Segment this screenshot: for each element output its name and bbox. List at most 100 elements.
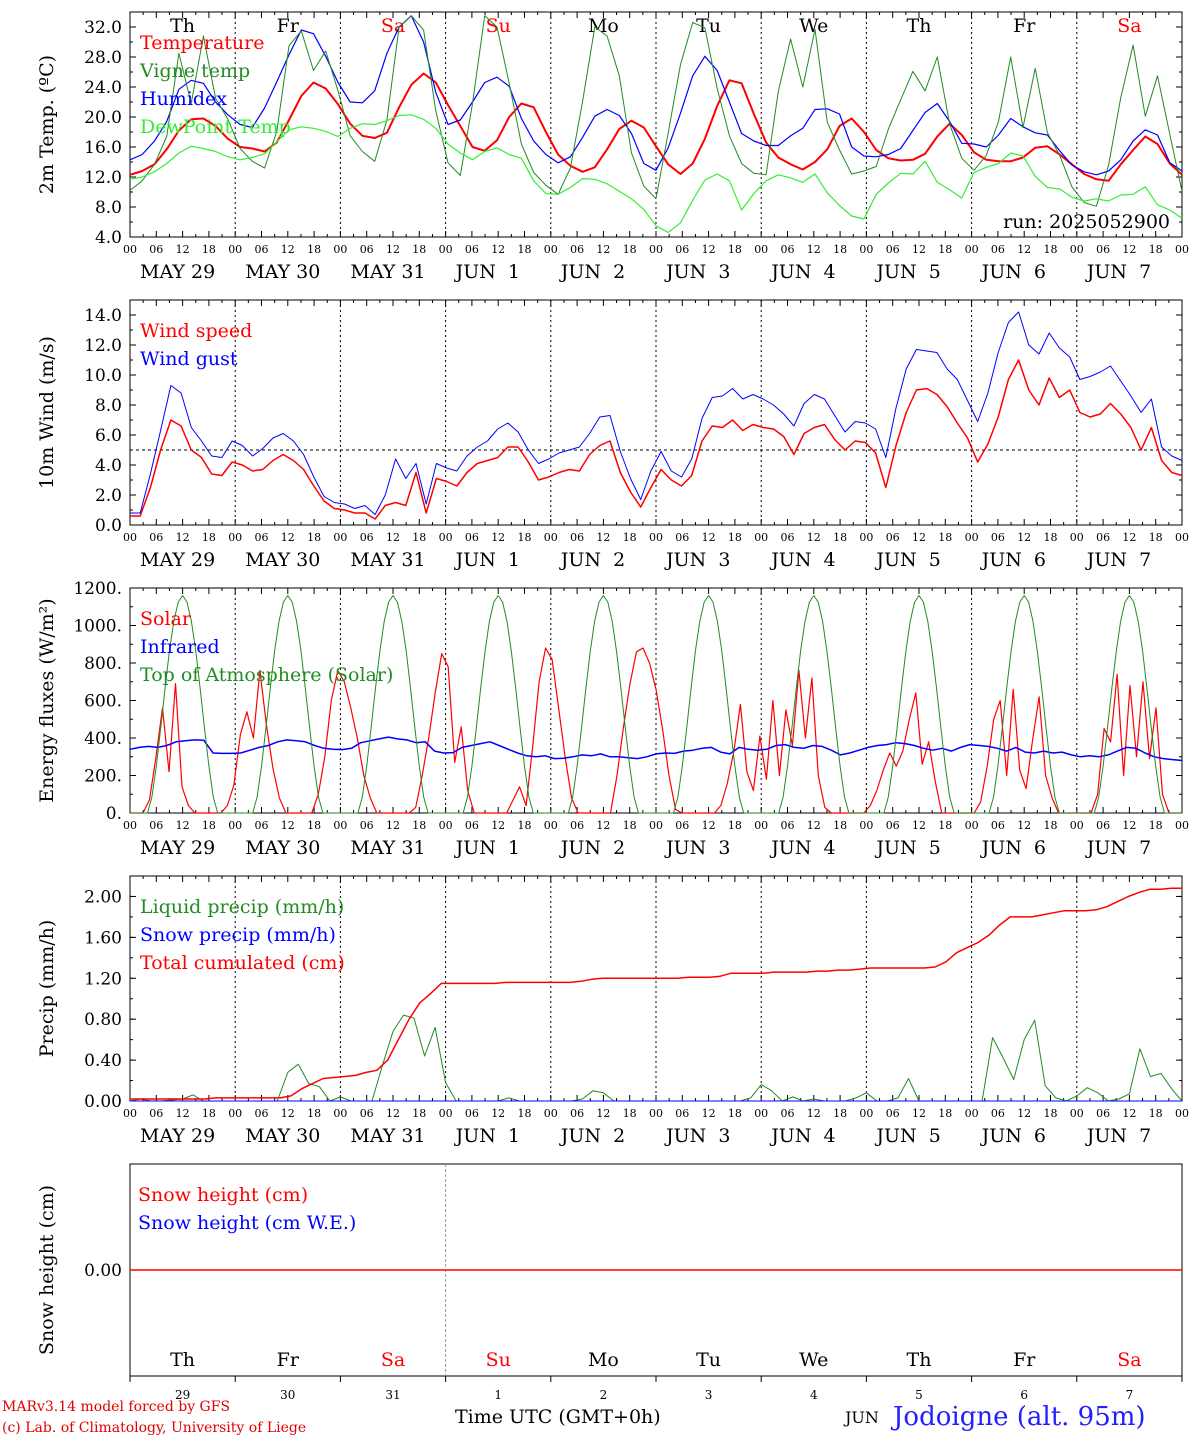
date-label: MAY 29 xyxy=(140,1125,215,1147)
y-tick-label: 16.0 xyxy=(84,138,122,158)
legend-entry: Liquid precip (mm/h) xyxy=(140,896,344,918)
hour-label: 00 xyxy=(649,1107,663,1120)
hour-label: 18 xyxy=(518,531,532,544)
hour-label: 06 xyxy=(675,1107,689,1120)
hour-label: 12 xyxy=(596,1107,610,1120)
y-tick-label: 1200. xyxy=(73,579,122,599)
panel-temp: 00 06 12 18 00 06 12 18 00 06 12 18 00 06 12 18 00 06 12 18… xyxy=(36,11,1189,283)
hour-label: 00 xyxy=(439,531,453,544)
y-tick-label: 12.0 xyxy=(84,336,122,356)
hour-label: 06 xyxy=(149,819,163,832)
hour-label: 12 xyxy=(702,819,716,832)
y-tick-label: 0.80 xyxy=(84,1010,122,1030)
hour-label: 18 xyxy=(202,243,216,256)
panel-snow: 0.00 Snow height (cm) Th Fr Sa Su Mo Tu We Th Fr Sa… xyxy=(36,1163,1183,1400)
y-tick-label: 0.0 xyxy=(95,516,122,536)
hour-label: 06 xyxy=(675,243,689,256)
hour-label: 00 xyxy=(123,243,137,256)
hour-label: 12 xyxy=(596,243,610,256)
legend-entry: Snow height (cm) xyxy=(138,1184,308,1206)
series-line-wind-speed xyxy=(130,359,1183,520)
hour-label: 12 xyxy=(491,243,505,256)
hour-label: 18 xyxy=(833,819,847,832)
hour-label: 18 xyxy=(412,243,426,256)
date-label: JUN 1 xyxy=(454,837,520,859)
series-line-infrared xyxy=(129,736,1183,762)
date-label: MAY 30 xyxy=(245,549,320,571)
series-line-temperature xyxy=(129,72,1183,182)
day-name: Sa xyxy=(1117,1349,1141,1371)
day-name: Fr xyxy=(1013,1349,1036,1371)
hour-label: 00 xyxy=(439,243,453,256)
hour-label: 06 xyxy=(886,531,900,544)
legend-entry: Vigne temp xyxy=(139,60,250,82)
y-tick-label: 32.0 xyxy=(84,18,122,38)
date-label: MAY 30 xyxy=(245,837,320,859)
y-tick-label: 800. xyxy=(84,654,122,674)
hour-label: 06 xyxy=(991,1107,1005,1120)
hour-label: 12 xyxy=(176,1107,190,1120)
hour-label: 00 xyxy=(123,531,137,544)
hour-label: 00 xyxy=(228,1107,242,1120)
hour-label: 06 xyxy=(465,531,479,544)
panel-flux: 00 06 12 18 00 06 12 18 00 06 12 18 00 06 12 18 00 06 12 18… xyxy=(36,579,1189,859)
panel-wind: 00 06 12 18 00 06 12 18 00 06 12 18 00 06 12 18 00 06 12 18… xyxy=(36,299,1189,571)
date-label: MAY 31 xyxy=(350,1125,425,1147)
hour-label: 06 xyxy=(149,531,163,544)
hour-label: 18 xyxy=(623,243,637,256)
hour-label: 00 xyxy=(123,819,137,832)
hour-label: 06 xyxy=(255,243,269,256)
hour-label: 06 xyxy=(570,1107,584,1120)
hour-label: 12 xyxy=(596,531,610,544)
hour-label: 06 xyxy=(1096,243,1110,256)
hour-label: 12 xyxy=(807,819,821,832)
hour-label: 00 xyxy=(544,819,558,832)
date-label: JUN 5 xyxy=(874,549,940,571)
date-label: JUN 2 xyxy=(559,549,625,571)
hour-label: 06 xyxy=(149,1107,163,1120)
date-label: JUN 6 xyxy=(980,1125,1046,1147)
hour-label: 00 xyxy=(228,531,242,544)
day-number: 31 xyxy=(385,1388,400,1400)
y-tick-label: 1.20 xyxy=(84,969,122,989)
legend-entry: Snow height (cm W.E.) xyxy=(138,1212,356,1234)
hour-label: 12 xyxy=(1017,531,1031,544)
hour-label: 18 xyxy=(307,531,321,544)
day-number: 3 xyxy=(705,1388,713,1400)
hour-label: 06 xyxy=(255,819,269,832)
day-name: We xyxy=(799,1349,828,1371)
hour-label: 18 xyxy=(307,243,321,256)
hour-label: 12 xyxy=(1122,243,1136,256)
hour-label: 18 xyxy=(623,1107,637,1120)
hour-label: 18 xyxy=(1149,1107,1163,1120)
y-axis-label: Precip (mm/h) xyxy=(36,920,58,1058)
y-tick-label: 28.0 xyxy=(84,48,122,68)
hour-label: 00 xyxy=(649,819,663,832)
hour-label: 18 xyxy=(1149,819,1163,832)
date-label: JUN 7 xyxy=(1085,1125,1151,1147)
hour-label: 06 xyxy=(570,531,584,544)
hour-label: 12 xyxy=(1017,243,1031,256)
legend-entry: Infrared xyxy=(140,636,220,658)
hour-label: 18 xyxy=(307,1107,321,1120)
date-label: JUN 1 xyxy=(454,261,520,283)
hour-label: 06 xyxy=(675,819,689,832)
day-name: Fr xyxy=(277,15,300,37)
hour-label: 00 xyxy=(1175,243,1189,256)
hour-label: 18 xyxy=(938,819,952,832)
hour-label: 00 xyxy=(859,1107,873,1120)
hour-label: 00 xyxy=(965,819,979,832)
hour-label: 12 xyxy=(702,531,716,544)
hour-label: 18 xyxy=(412,819,426,832)
hour-label: 00 xyxy=(859,819,873,832)
date-label: JUN 3 xyxy=(664,261,730,283)
hour-label: 12 xyxy=(807,243,821,256)
hour-label: 18 xyxy=(623,531,637,544)
hour-label: 00 xyxy=(965,1107,979,1120)
hour-label: 00 xyxy=(1070,531,1084,544)
hour-label: 18 xyxy=(202,1107,216,1120)
day-name: Th xyxy=(170,15,195,37)
hour-label: 06 xyxy=(570,243,584,256)
hour-label: 00 xyxy=(123,1107,137,1120)
model-credit: MARv3.14 model forced by GFS xyxy=(2,1399,231,1415)
